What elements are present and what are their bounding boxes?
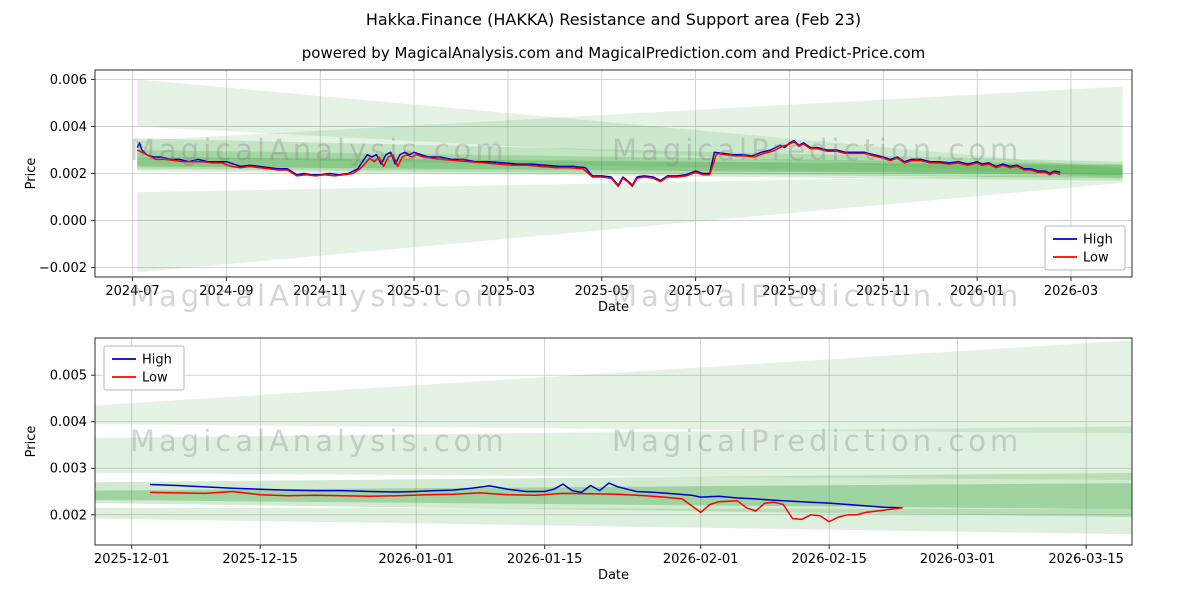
support-resistance-band <box>137 79 1123 179</box>
x-tick-label: 2026-03 <box>1044 284 1098 299</box>
legend-box <box>103 345 185 391</box>
support-resistance-band <box>95 507 1132 535</box>
price-chart-bottom: 2025-12-01 2025-12-15 2026-01-01 2026-01-15… <box>24 337 1133 583</box>
x-tick-label: 2026-01-01 <box>378 552 454 567</box>
price-chart-top: 2024-07 2024-09 2024-11 2025-01 2025-03 2025-… <box>24 69 1133 315</box>
support-resistance-band <box>137 86 1123 176</box>
support-resistance-band <box>137 138 1123 181</box>
x-tick-label: 2026-02-01 <box>663 552 739 567</box>
x-axis-label: Date <box>598 300 629 315</box>
x-tick-label: 2026-03-01 <box>920 552 996 567</box>
low-line <box>136 140 1061 188</box>
x-tick-label: 2026-02-15 <box>791 552 867 567</box>
legend-label-low: Low <box>1083 251 1109 266</box>
y-tick-label: −0.002 <box>39 261 87 276</box>
x-tick-label: 2025-09 <box>762 284 816 299</box>
x-tick-label: 2025-12-01 <box>94 552 170 567</box>
support-resistance-band <box>95 426 1132 480</box>
support-resistance-band <box>95 483 1132 510</box>
x-tick-label: 2025-11 <box>856 284 910 299</box>
high-line <box>150 482 903 509</box>
x-tick-label: 2025-01 <box>387 284 441 299</box>
y-axis-label: Price <box>24 158 39 190</box>
y-tick-label: 0.005 <box>50 369 87 384</box>
y-tick-label: 0.002 <box>50 167 87 182</box>
x-tick-label: 2024-07 <box>105 284 159 299</box>
support-resistance-band <box>137 150 1123 179</box>
y-tick-label: 0.000 <box>50 214 87 229</box>
plot-border <box>94 337 1133 546</box>
y-tick-label: 0.004 <box>50 415 87 430</box>
x-tick-label: 2025-07 <box>668 284 722 299</box>
x-tick-label: 2024-11 <box>293 284 347 299</box>
x-axis-label: Date <box>598 568 629 583</box>
x-tick-label: 2026-01 <box>950 284 1004 299</box>
y-tick-label: 0.003 <box>50 462 87 477</box>
y-tick-label: 0.006 <box>50 73 87 88</box>
chart-title: Hakka.Finance (HAKKA) Resistance and Sup… <box>365 10 862 29</box>
legend-label-high: High <box>142 353 172 368</box>
low-line <box>150 490 903 523</box>
legend-label-high: High <box>1083 233 1113 248</box>
y-tick-label: 0.002 <box>50 508 87 523</box>
x-tick-label: 2025-03 <box>481 284 535 299</box>
legend-label-low: Low <box>142 371 168 386</box>
y-axis-label: Price <box>24 426 39 458</box>
x-tick-label: 2026-03-15 <box>1048 552 1124 567</box>
x-tick-label: 2025-12-15 <box>222 552 298 567</box>
x-tick-label: 2026-01-15 <box>507 552 583 567</box>
support-resistance-band <box>137 157 1123 175</box>
chart-subtitle: powered by MagicalAnalysis.com and Magic… <box>301 44 926 62</box>
y-tick-label: 0.004 <box>50 120 87 135</box>
support-resistance-band <box>95 340 1132 434</box>
x-tick-label: 2025-05 <box>575 284 629 299</box>
high-line <box>136 139 1061 187</box>
x-tick-label: 2024-09 <box>199 284 253 299</box>
legend-box <box>1044 225 1126 271</box>
support-resistance-band <box>137 173 1123 273</box>
